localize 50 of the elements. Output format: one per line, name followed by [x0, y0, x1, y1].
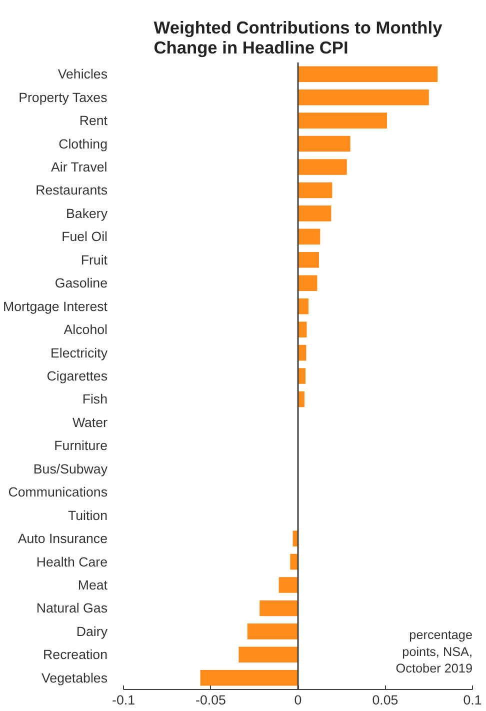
y-tick-label: Electricity: [50, 345, 108, 360]
bar: [298, 136, 350, 152]
y-tick-label: Alcohol: [64, 322, 108, 338]
y-tick-label: Fish: [82, 392, 108, 407]
bar: [260, 600, 298, 616]
y-tick-label: Bakery: [66, 206, 108, 221]
y-tick-label: Cigarettes: [46, 368, 108, 384]
chart-title: Weighted Contributions to Monthly Change in Headline CPI: [154, 18, 443, 58]
y-tick-label: Clothing: [58, 136, 108, 152]
y-tick-label: Bus/Subway: [33, 461, 108, 476]
y-tick-label: Water: [72, 414, 108, 430]
y-tick-label: Restaurants: [36, 182, 108, 198]
annotation: percentage points, NSA, October 2019: [396, 628, 473, 676]
y-tick-label: Gasoline: [54, 276, 108, 291]
y-tick-label: Meat: [78, 578, 108, 592]
y-tick-label: Dairy: [76, 624, 108, 639]
bar: [298, 182, 332, 198]
bar: [290, 554, 298, 570]
bar: [298, 89, 429, 106]
y-tick-label: Auto Insurance: [18, 531, 108, 546]
bar: [200, 670, 298, 686]
bar: [298, 228, 320, 245]
y-tick-label: Vegetables: [42, 670, 108, 686]
bar: [298, 252, 319, 268]
x-tick-label: 0.1: [463, 692, 482, 708]
bar: [247, 624, 298, 640]
x-tick-label: -0.1: [112, 692, 135, 708]
y-tick-label: Recreation: [43, 647, 108, 662]
y-tick-label: Mortgage Interest: [3, 298, 108, 314]
bar: [298, 159, 347, 175]
bar: [278, 577, 298, 593]
bar: [298, 206, 332, 222]
x-tick-label: 0: [294, 692, 302, 708]
x-tick-label: -0.05: [196, 692, 226, 708]
y-tick-label: Fruit: [80, 252, 108, 268]
y-tick-label: Tuition: [68, 508, 108, 523]
y-tick-label: Rent: [79, 113, 108, 128]
y-tick-label: Communications: [8, 484, 108, 500]
y-tick-label: Property Taxes: [18, 90, 108, 105]
bar: [298, 275, 318, 292]
x-tick-label: 0.05: [372, 692, 398, 708]
y-tick-label: Natural Gas: [36, 600, 108, 616]
bar: [238, 646, 298, 663]
y-tick-label: Fuel Oil: [62, 229, 108, 244]
y-tick-label: Vehicles: [58, 66, 108, 82]
y-tick-label: Air Travel: [50, 160, 108, 174]
y-tick-label: Health Care: [36, 554, 108, 570]
bar: [298, 66, 438, 82]
y-tick-label: Furniture: [54, 438, 108, 454]
bar: [298, 112, 387, 128]
